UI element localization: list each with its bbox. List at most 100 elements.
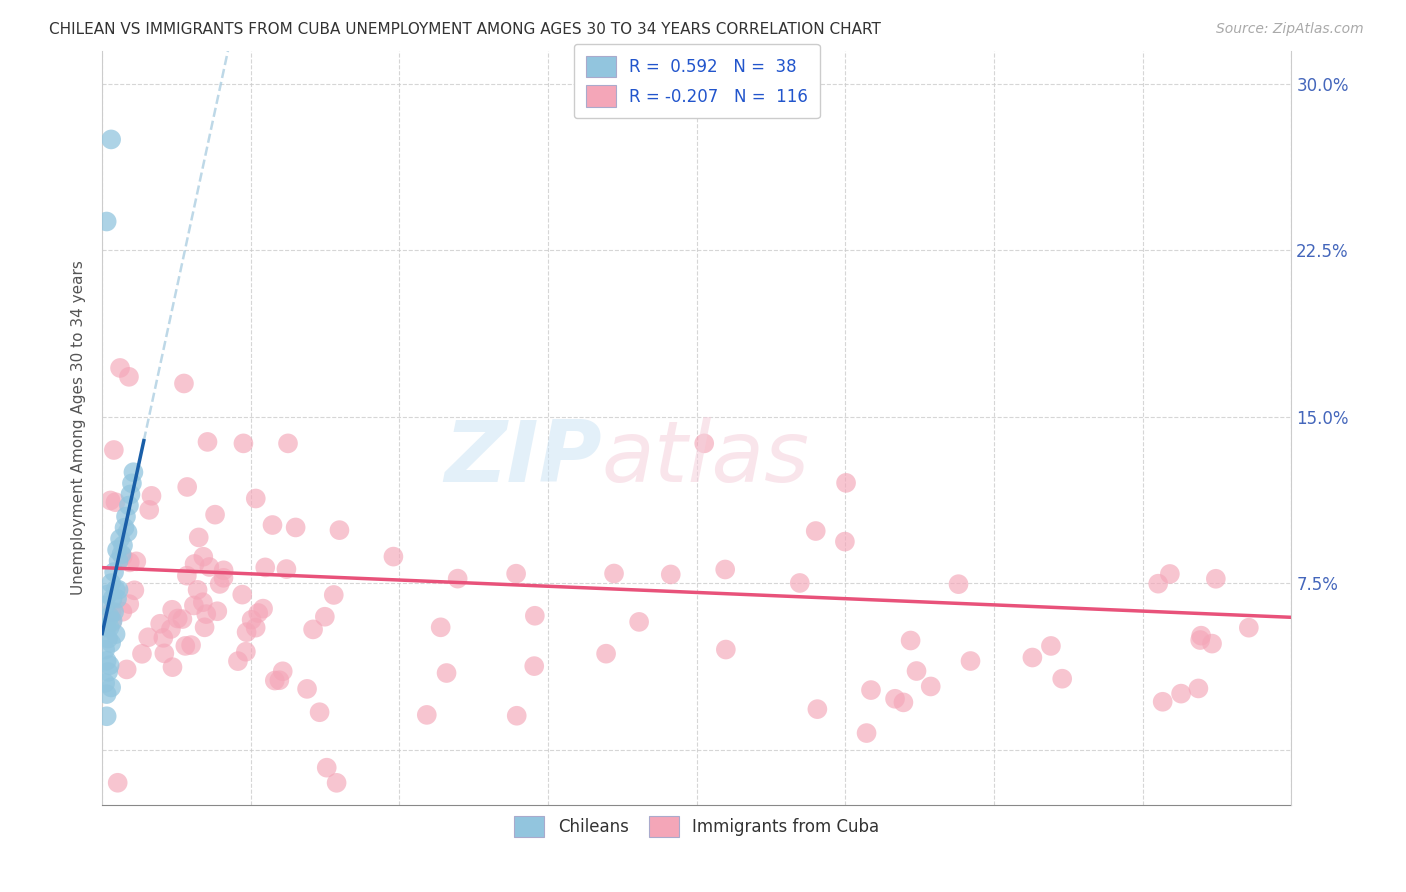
Point (1189, 629, 1212, 643)
Point (105, 591, 128, 606)
Point (212, 571, 235, 585)
Point (97, 632, 120, 646)
Point (900, 633, 922, 648)
Point (328, 523, 350, 537)
Point (506, 708, 529, 723)
Point (295, 681, 318, 696)
Point (269, 673, 291, 688)
Point (136, 630, 159, 644)
Point (429, 620, 451, 634)
Point (226, 654, 249, 668)
Point (212, 563, 235, 577)
Point (96, 214, 118, 228)
Point (1201, 637, 1223, 651)
Point (121, 476, 143, 491)
Point (111, 549, 134, 564)
Point (120, 487, 142, 501)
Point (96, 687, 118, 701)
Point (959, 654, 981, 668)
Point (505, 566, 527, 581)
Point (1039, 639, 1062, 653)
Point (628, 615, 651, 629)
Point (855, 726, 877, 740)
Point (107, 554, 129, 568)
Point (1159, 566, 1181, 581)
Point (183, 599, 205, 613)
Legend: Chileans, Immigrants from Cuba: Chileans, Immigrants from Cuba (506, 807, 887, 846)
Point (101, 615, 124, 630)
Point (110, 547, 132, 561)
Point (100, 132, 122, 146)
Point (1187, 681, 1209, 696)
Point (107, 582, 129, 597)
Point (245, 621, 267, 635)
Point (1237, 621, 1260, 635)
Point (191, 595, 214, 609)
Point (103, 442, 125, 457)
Point (98, 658, 121, 673)
Point (187, 530, 209, 544)
Point (111, 605, 134, 619)
Point (100, 605, 122, 619)
Point (714, 562, 737, 576)
Point (231, 588, 253, 602)
Point (118, 369, 141, 384)
Point (789, 576, 811, 591)
Point (884, 691, 907, 706)
Point (100, 493, 122, 508)
Point (1152, 695, 1174, 709)
Point (187, 582, 209, 597)
Point (659, 567, 682, 582)
Point (96, 620, 118, 634)
Point (98, 620, 121, 634)
Point (195, 607, 218, 621)
Point (104, 582, 127, 597)
Point (436, 666, 458, 681)
Point (125, 554, 148, 568)
Point (100, 681, 122, 695)
Point (235, 625, 257, 640)
Point (149, 616, 172, 631)
Point (197, 434, 219, 449)
Point (100, 636, 122, 650)
Point (276, 562, 298, 576)
Point (173, 376, 195, 391)
Point (314, 609, 336, 624)
Point (183, 557, 205, 571)
Point (104, 627, 127, 641)
Point (240, 613, 263, 627)
Point (114, 521, 136, 535)
Point (254, 560, 277, 574)
Point (180, 638, 202, 652)
Point (124, 583, 146, 598)
Point (104, 495, 127, 509)
Point (100, 576, 122, 591)
Point (131, 647, 153, 661)
Point (603, 566, 626, 581)
Point (302, 623, 325, 637)
Text: Source: ZipAtlas.com: Source: ZipAtlas.com (1216, 22, 1364, 37)
Point (160, 603, 183, 617)
Point (284, 520, 307, 534)
Point (252, 601, 274, 615)
Point (1170, 687, 1192, 701)
Point (118, 555, 141, 569)
Point (107, 776, 129, 790)
Point (172, 612, 194, 626)
Point (207, 604, 229, 618)
Point (103, 605, 125, 619)
Point (141, 489, 163, 503)
Point (714, 642, 737, 657)
Point (122, 465, 145, 479)
Point (115, 509, 138, 524)
Point (117, 525, 139, 540)
Point (693, 436, 716, 450)
Point (176, 480, 198, 494)
Point (834, 534, 856, 549)
Point (160, 622, 183, 636)
Point (162, 660, 184, 674)
Point (138, 503, 160, 517)
Point (176, 568, 198, 582)
Text: ZIP: ZIP (444, 417, 602, 500)
Point (103, 565, 125, 579)
